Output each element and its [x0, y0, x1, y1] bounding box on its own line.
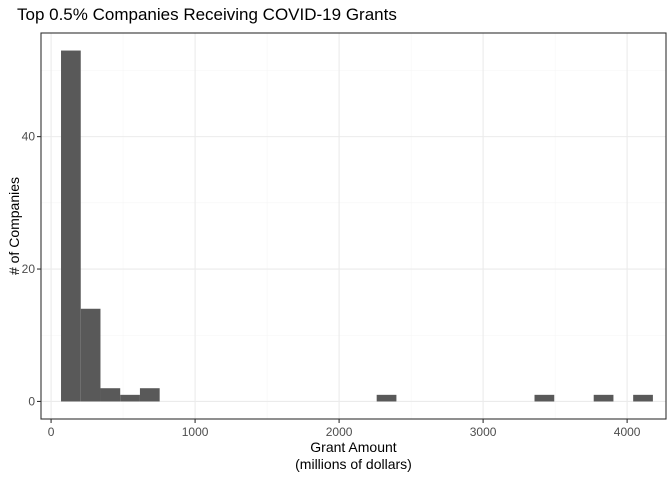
x-tick-label: 1000: [182, 425, 209, 439]
grid-lines: [41, 33, 666, 419]
x-tick-label: 3000: [470, 425, 497, 439]
histogram-bar: [120, 394, 140, 402]
chart-title: Top 0.5% Companies Receiving COVID-19 Gr…: [17, 5, 397, 24]
histogram-bar: [80, 308, 101, 402]
histogram-bar: [61, 50, 81, 402]
histogram-bar: [534, 394, 555, 402]
histogram-bar: [593, 394, 614, 402]
histogram-bars: [61, 50, 653, 402]
y-axis-title: # of Companies: [6, 177, 22, 275]
axis-ticks: 0 1000 2000 3000 4000 0 20 40: [22, 130, 641, 439]
y-tick-label: 0: [28, 394, 35, 408]
x-tick-label: 0: [48, 425, 55, 439]
panel-border: [40, 32, 667, 420]
x-tick-label: 4000: [614, 425, 641, 439]
x-tick-label: 2000: [326, 425, 353, 439]
y-tick-label: 40: [22, 130, 36, 144]
histogram-bar: [376, 394, 397, 402]
x-axis-title: Grant Amount: [310, 439, 396, 455]
x-axis-subtitle: (millions of dollars): [295, 456, 412, 472]
histogram-bar: [633, 394, 653, 402]
histogram-bar: [100, 388, 121, 402]
histogram-bar: [139, 388, 160, 402]
y-tick-label: 20: [22, 262, 36, 276]
